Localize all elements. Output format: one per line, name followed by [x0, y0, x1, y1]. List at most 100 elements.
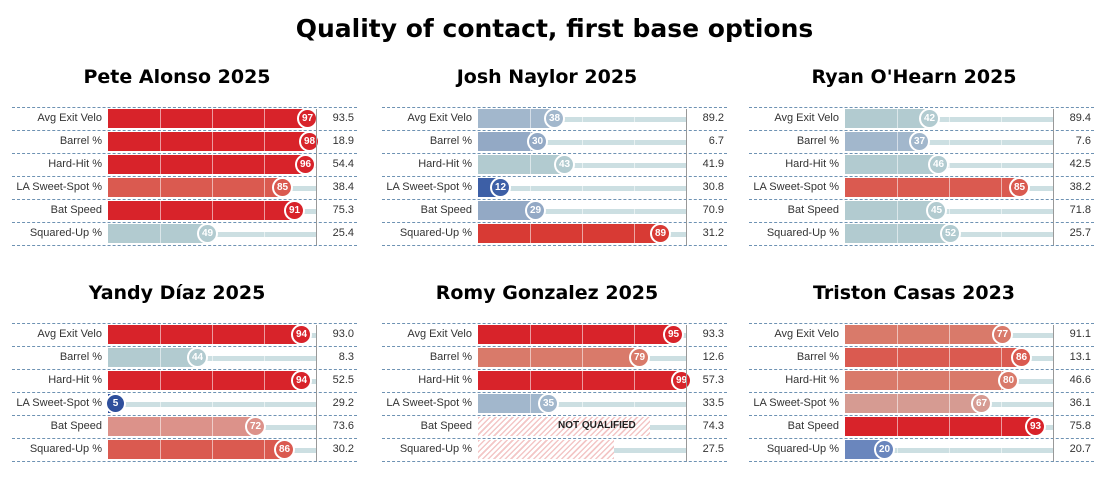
bar-gridline: [1001, 417, 1002, 436]
metric-label: Squared-Up %: [399, 227, 472, 239]
bar-gridline: [212, 109, 213, 128]
row-divider: [749, 153, 1094, 154]
metric-label: Hard-Hit %: [785, 374, 839, 386]
row-divider: [749, 130, 1094, 131]
metric-row: Bat Speed 93 75.8: [749, 415, 1094, 438]
metric-row: Hard-Hit % 96 54.4: [12, 153, 357, 176]
stat-value: 30.2: [332, 443, 354, 455]
bar-gridline: [897, 394, 898, 413]
bar-gridline: [582, 394, 583, 413]
stat-value: 38.4: [332, 181, 354, 193]
metric-label: Hard-Hit %: [48, 158, 102, 170]
row-divider: [749, 176, 1094, 177]
bar-gridline: [264, 348, 265, 367]
bar-gridline: [582, 371, 583, 390]
percentile-bubble: 30: [527, 131, 548, 152]
percentile-bar: [478, 325, 676, 344]
row-divider: [382, 245, 727, 246]
row-divider: [12, 107, 357, 108]
row-divider: [749, 438, 1094, 439]
metric-label: Hard-Hit %: [418, 158, 472, 170]
bar-gridline: [160, 394, 161, 413]
player-panel: Josh Naylor 2025 Avg Exit Velo 38 89.2 Barre…: [382, 66, 727, 266]
percentile-bar: [845, 155, 941, 174]
metric-row: Squared-Up % 52 25.7: [749, 222, 1094, 245]
player-panel: Romy Gonzalez 2025 Avg Exit Velo 95 93.3 Bar…: [382, 282, 727, 482]
panel-title: Ryan O'Hearn 2025: [811, 66, 1017, 88]
metric-row: Barrel % 44 8.3: [12, 346, 357, 369]
chart-title: Quality of contact, first base options: [295, 14, 814, 43]
percentile-bubble: 94: [291, 370, 312, 391]
bar-gridline: [1001, 348, 1002, 367]
metric-row: LA Sweet-Spot % 85 38.2: [749, 176, 1094, 199]
percentile-bubble: 91: [284, 200, 305, 221]
stat-value: 93.0: [332, 328, 354, 340]
metric-row: Squared-Up % 49 25.4: [12, 222, 357, 245]
percentile-bubble: 38: [544, 108, 565, 129]
row-divider: [382, 153, 727, 154]
percentile-bar: [108, 224, 210, 243]
stat-value: 25.4: [332, 227, 354, 239]
bar-gridline: [634, 155, 635, 174]
stat-value: 42.5: [1069, 158, 1091, 170]
percentile-bar: [478, 348, 642, 367]
bar-gridline: [160, 201, 161, 220]
bar-gridline: [264, 325, 265, 344]
percentile-bubble: 72: [245, 416, 266, 437]
percentile-bubble: 85: [272, 177, 293, 198]
row-divider: [382, 438, 727, 439]
metric-label: LA Sweet-Spot %: [16, 397, 102, 409]
bar-gridline: [212, 201, 213, 220]
percentile-bar: [845, 348, 1024, 367]
bar-gridline: [949, 348, 950, 367]
value-separator-line: [1053, 325, 1054, 462]
row-divider: [382, 415, 727, 416]
bar-gridline: [582, 325, 583, 344]
bar-gridline: [530, 371, 531, 390]
metric-label: Barrel %: [429, 135, 472, 147]
bar-gridline: [634, 371, 635, 390]
metric-label: Bat Speed: [50, 420, 102, 432]
bar-gridline: [264, 201, 265, 220]
not-qualified-bar: [478, 417, 650, 436]
bar-gridline: [582, 132, 583, 151]
panel-title: Romy Gonzalez 2025: [435, 282, 659, 304]
value-separator-line: [1053, 109, 1054, 246]
not-qualified-label: NOT QUALIFIED: [558, 420, 636, 431]
percentile-bar: [845, 394, 984, 413]
percentile-bubble: 5: [105, 393, 126, 414]
bar-gridline: [582, 201, 583, 220]
row-divider: [12, 245, 357, 246]
stat-value: 73.6: [332, 420, 354, 432]
bar-gridline: [949, 109, 950, 128]
percentile-bubble: 86: [1011, 347, 1032, 368]
value-separator-line: [686, 109, 687, 246]
stat-value: 70.9: [702, 204, 724, 216]
percentile-bar: [845, 109, 932, 128]
stat-value: 93.3: [702, 328, 724, 340]
bar-gridline: [582, 178, 583, 197]
stat-value: 89.4: [1069, 112, 1091, 124]
row-divider: [12, 415, 357, 416]
metric-label: Bat Speed: [420, 204, 472, 216]
row-divider: [749, 392, 1094, 393]
bar-gridline: [160, 155, 161, 174]
percentile-bubble: 52: [940, 223, 961, 244]
bar-gridline: [949, 417, 950, 436]
bar-gridline: [897, 132, 898, 151]
bar-gridline: [264, 178, 265, 197]
percentile-bar: [478, 109, 557, 128]
metric-label: Squared-Up %: [29, 443, 102, 455]
panel-title: Josh Naylor 2025: [456, 66, 638, 88]
player-panel: Pete Alonso 2025 Avg Exit Velo 97 93.5 Barre…: [12, 66, 357, 266]
metric-row: LA Sweet-Spot % 35 33.5: [382, 392, 727, 415]
percentile-bubble: 29: [525, 200, 546, 221]
bar-gridline: [1001, 132, 1002, 151]
percentile-bar: [108, 325, 304, 344]
percentile-bubble: 67: [971, 393, 992, 414]
percentile-bubble: 77: [992, 324, 1013, 345]
metric-label: LA Sweet-Spot %: [16, 181, 102, 193]
row-divider: [749, 107, 1094, 108]
metric-label: Barrel %: [59, 351, 102, 363]
row-divider: [749, 346, 1094, 347]
